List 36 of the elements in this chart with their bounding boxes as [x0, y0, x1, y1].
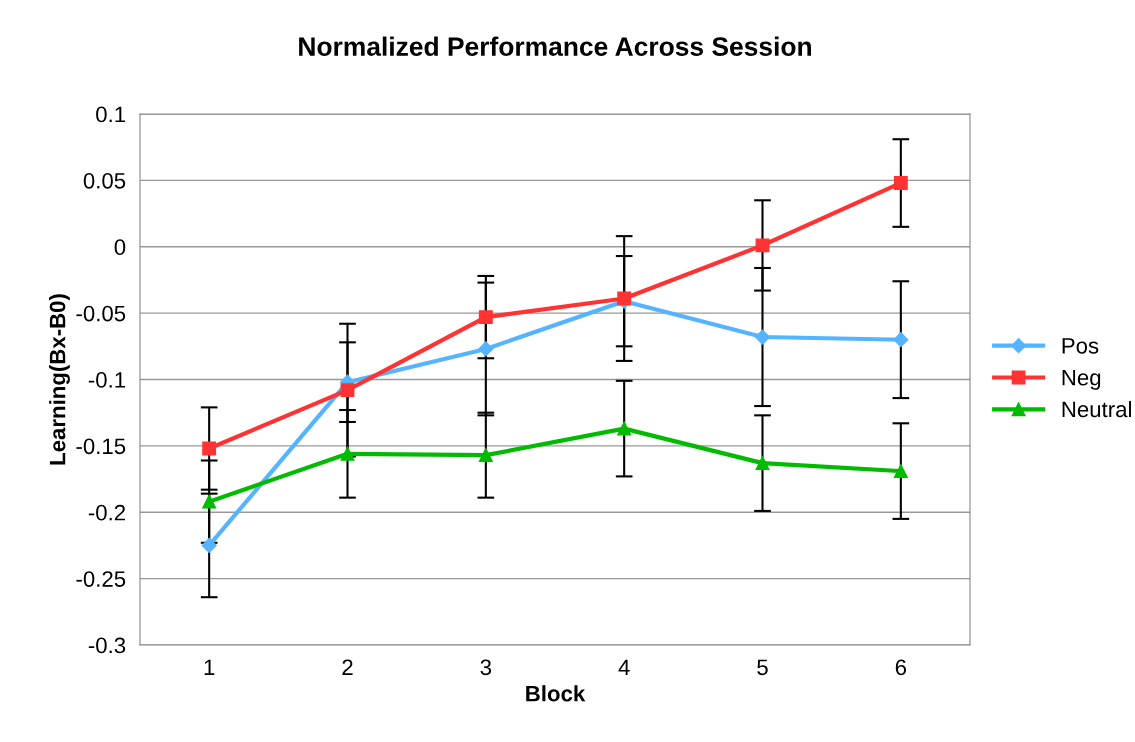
point: [478, 310, 493, 325]
chart-title: Normalized Performance Across Session: [299, 36, 811, 56]
x-axis-title: Block: [526, 685, 586, 702]
point: [893, 332, 909, 348]
x-tick-label: 3: [480, 659, 492, 676]
x-tick-label: 2: [342, 659, 353, 675]
point: [617, 421, 632, 436]
point: [201, 537, 217, 554]
point: [893, 176, 908, 190]
point: [202, 441, 217, 456]
y-tick-label: -0.25: [76, 571, 126, 587]
y-tick-label: 0.1: [96, 106, 126, 123]
x-tick-label: 1: [204, 659, 215, 675]
legend-label: Neg: [1062, 369, 1101, 390]
y-tick-label: 0: [114, 239, 126, 256]
point: [755, 238, 770, 253]
y-tick-label: 0.05: [83, 172, 126, 189]
y-tick-label: -0.1: [88, 372, 126, 388]
point: [478, 448, 493, 463]
y-tick-label: -0.05: [76, 305, 126, 322]
y-tick-label: -0.15: [76, 438, 126, 455]
y-tick-label: -0.3: [88, 637, 126, 654]
x-tick-label: 6: [895, 659, 907, 676]
point: [478, 341, 494, 357]
x-tick-label: 4: [618, 659, 630, 675]
legend-label: Neutral: [1062, 400, 1131, 418]
point: [340, 383, 355, 398]
point: [893, 464, 908, 479]
point: [754, 329, 771, 345]
y-tick-label: -0.2: [88, 504, 125, 521]
point: [617, 291, 632, 306]
point: [755, 456, 770, 471]
legend-label: Pos: [1062, 338, 1099, 354]
y-axis-title: Learning(Bx-B0): [49, 294, 70, 465]
x-tick-label: 5: [757, 659, 768, 676]
point: [340, 446, 355, 461]
